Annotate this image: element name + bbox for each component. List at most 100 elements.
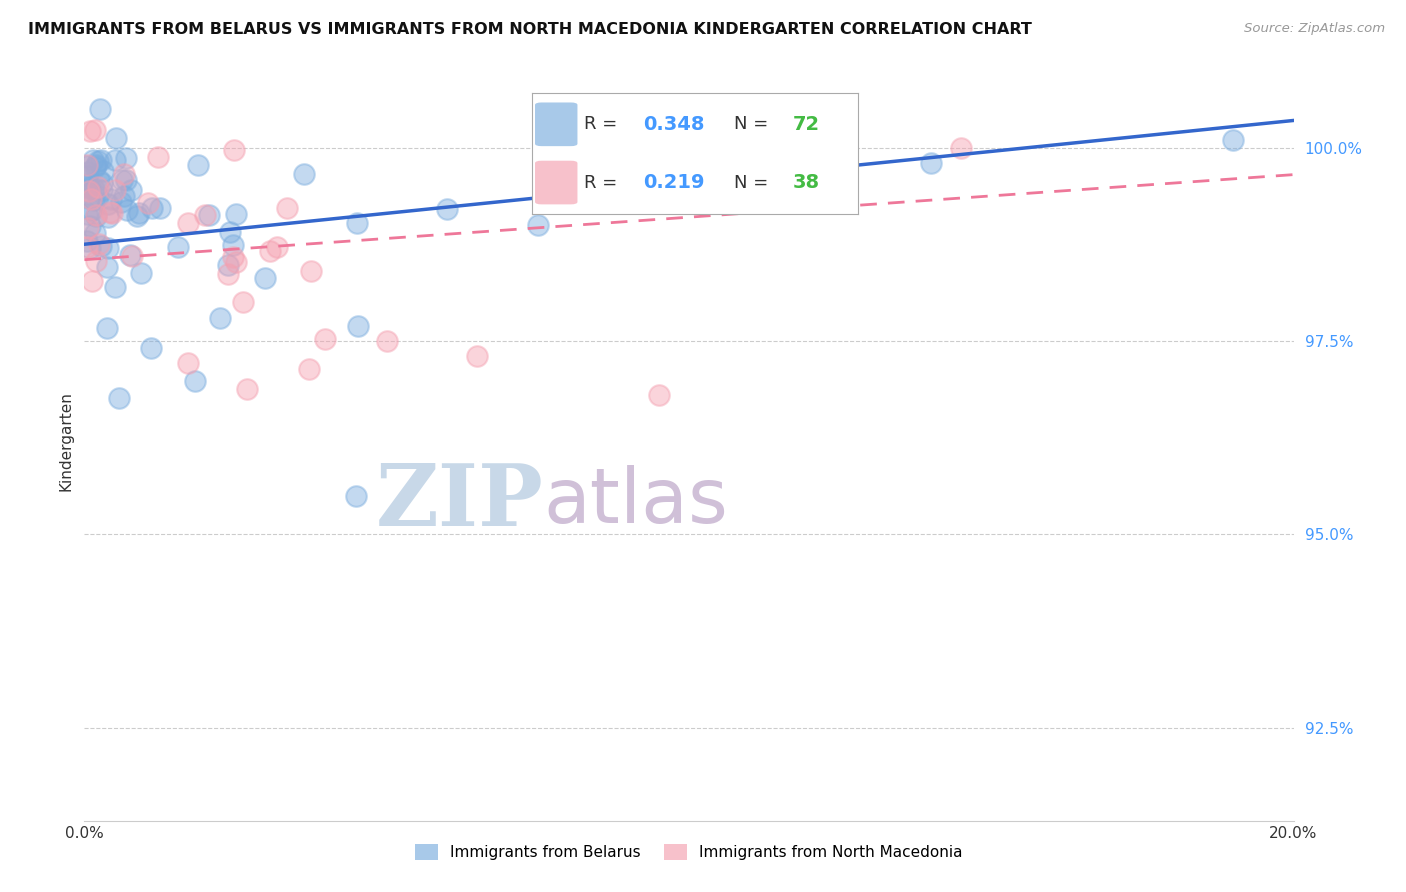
- Point: [225, 255, 247, 269]
- Point: [347, 318, 370, 333]
- Point: [128, 206, 150, 220]
- Point: [107, 391, 129, 405]
- Point: [96, 321, 118, 335]
- Point: [187, 158, 209, 172]
- Point: [184, 375, 207, 389]
- Point: [79, 219, 101, 233]
- Point: [84, 209, 107, 223]
- Text: IMMIGRANTS FROM BELARUS VS IMMIGRANTS FROM NORTH MACEDONIA KINDERGARTEN CORRELAT: IMMIGRANTS FROM BELARUS VS IMMIGRANTS FR…: [28, 22, 1032, 37]
- Point: [177, 356, 200, 370]
- Point: [84, 123, 107, 137]
- Point: [82, 153, 104, 167]
- Point: [104, 183, 127, 197]
- Point: [232, 295, 254, 310]
- Point: [90, 153, 112, 167]
- Point: [82, 202, 104, 217]
- Point: [527, 218, 550, 232]
- Point: [87, 188, 110, 202]
- Point: [115, 173, 138, 187]
- Point: [89, 237, 111, 252]
- Point: [76, 185, 98, 199]
- Point: [97, 240, 120, 254]
- Point: [194, 208, 217, 222]
- Point: [83, 182, 105, 196]
- Point: [920, 156, 942, 170]
- Point: [217, 267, 239, 281]
- Point: [118, 248, 141, 262]
- Point: [136, 195, 159, 210]
- Point: [467, 350, 489, 364]
- Point: [259, 244, 281, 259]
- Point: [120, 183, 142, 197]
- Point: [104, 153, 127, 168]
- Point: [648, 388, 671, 402]
- Point: [198, 208, 221, 222]
- Point: [149, 201, 172, 215]
- Point: [101, 206, 124, 220]
- Point: [90, 239, 112, 253]
- Point: [236, 382, 259, 396]
- Point: [1222, 133, 1244, 147]
- Point: [76, 234, 98, 248]
- Point: [314, 332, 336, 346]
- Point: [76, 159, 98, 173]
- Point: [950, 140, 973, 154]
- Point: [84, 160, 107, 174]
- Point: [83, 227, 105, 241]
- Point: [76, 165, 98, 179]
- Point: [100, 193, 122, 207]
- Point: [167, 240, 190, 254]
- Point: [298, 361, 321, 376]
- Point: [79, 241, 101, 255]
- Point: [77, 191, 100, 205]
- Point: [89, 102, 111, 116]
- Point: [76, 221, 98, 235]
- Point: [266, 240, 288, 254]
- Point: [87, 173, 110, 187]
- Point: [219, 225, 242, 239]
- Point: [121, 249, 143, 263]
- Point: [254, 270, 277, 285]
- Point: [76, 240, 98, 254]
- Point: [79, 181, 101, 195]
- Point: [125, 209, 148, 223]
- Point: [104, 130, 127, 145]
- Point: [110, 194, 132, 209]
- Point: [79, 179, 101, 194]
- Point: [375, 334, 398, 348]
- Point: [222, 237, 245, 252]
- Point: [139, 342, 162, 356]
- Point: [709, 179, 731, 194]
- Point: [217, 258, 239, 272]
- Point: [76, 206, 98, 220]
- Point: [208, 311, 231, 326]
- Point: [115, 151, 138, 165]
- Point: [79, 124, 101, 138]
- Point: [86, 180, 108, 194]
- Point: [97, 197, 120, 211]
- Point: [86, 154, 108, 169]
- Point: [76, 177, 98, 191]
- Point: [177, 216, 200, 230]
- Point: [141, 201, 163, 215]
- Point: [129, 266, 152, 280]
- Point: [112, 168, 135, 182]
- Point: [97, 211, 120, 225]
- Point: [91, 176, 114, 190]
- Point: [76, 169, 98, 183]
- Point: [83, 193, 105, 207]
- Point: [111, 173, 134, 187]
- Point: [77, 184, 100, 198]
- Point: [346, 489, 368, 503]
- Point: [146, 150, 169, 164]
- Point: [80, 192, 103, 206]
- Point: [76, 158, 98, 172]
- Point: [346, 216, 368, 230]
- Point: [100, 205, 122, 219]
- Point: [84, 254, 107, 268]
- Point: [91, 183, 114, 197]
- Point: [96, 260, 118, 275]
- Point: [222, 251, 245, 265]
- Point: [276, 201, 298, 215]
- Point: [225, 207, 247, 221]
